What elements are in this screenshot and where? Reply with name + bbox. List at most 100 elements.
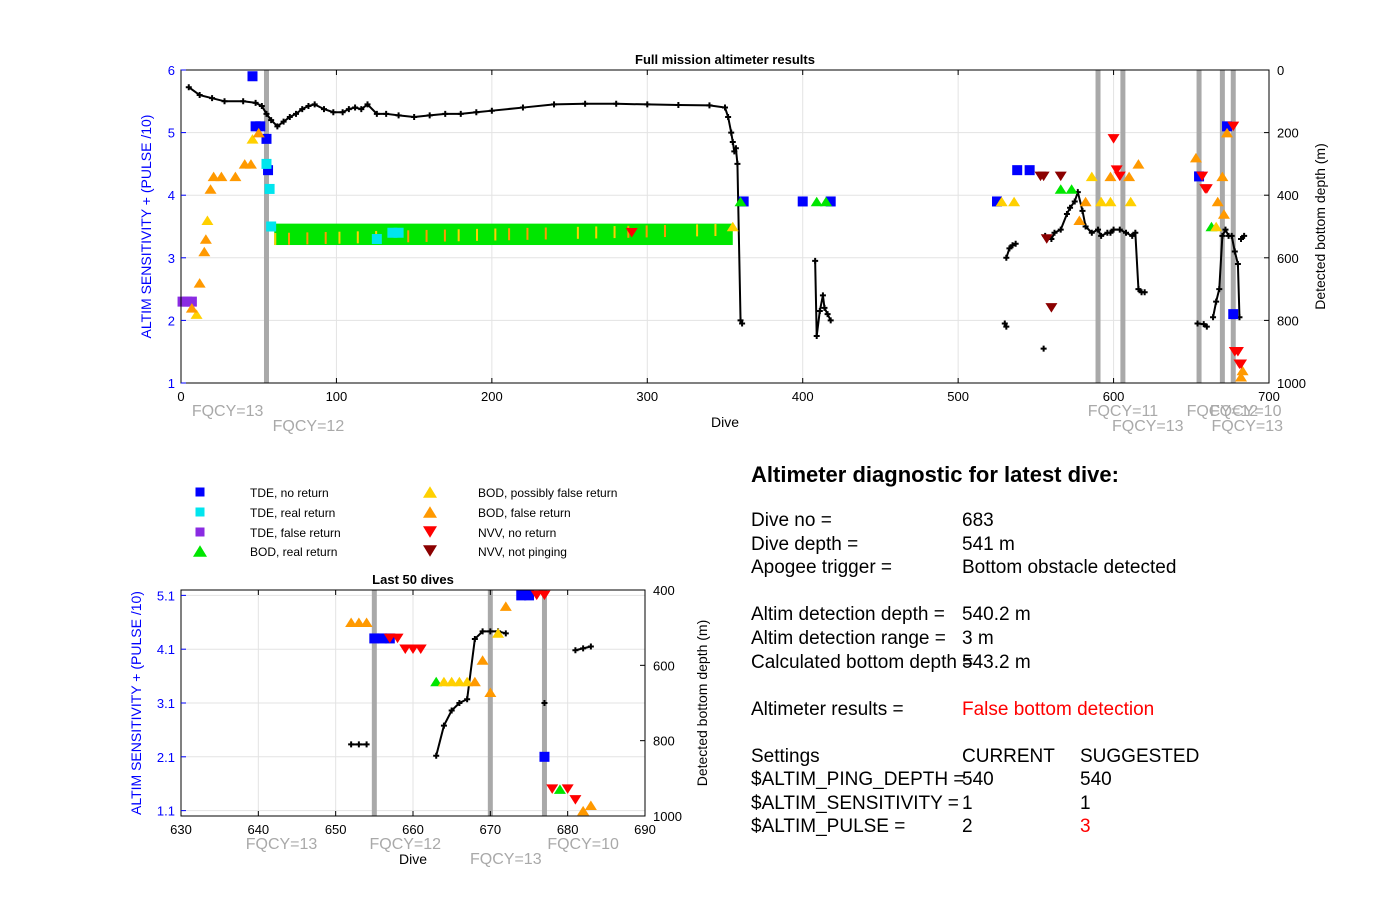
data-point <box>625 228 638 238</box>
run-speckle <box>576 226 579 239</box>
depth-point <box>551 101 558 108</box>
frequency-label: FQCY=12 <box>273 418 345 435</box>
depth-point <box>311 101 318 108</box>
depth-point <box>1132 229 1139 236</box>
depth-line-segment <box>1044 188 1145 294</box>
depth-point <box>221 98 228 105</box>
run-speckle <box>457 229 460 242</box>
depth-point <box>1003 323 1010 330</box>
data-point <box>383 633 396 644</box>
last50-series-nvv-no-return <box>383 590 582 805</box>
mission-series-tde-no-return <box>247 71 1239 320</box>
data-point <box>726 221 739 232</box>
depth-point <box>411 113 418 120</box>
mission-series-nvv-not-pinging <box>1034 171 1067 313</box>
run-speckle <box>544 227 547 240</box>
mission-series-tde-real-return <box>261 158 404 245</box>
legend-label: NVV, no return <box>478 526 556 540</box>
last50-y2label: Detected bottom depth (m) <box>694 620 710 787</box>
run-speckle <box>696 224 699 237</box>
results-value: False bottom detection <box>962 699 1155 720</box>
depth-point <box>433 752 440 759</box>
frequency-label: FQCY=10 <box>547 836 619 853</box>
last50-depth-line <box>348 628 594 759</box>
data-point <box>247 71 258 82</box>
depth-point <box>320 106 327 113</box>
depth-point <box>1238 236 1245 243</box>
data-point <box>1194 171 1205 182</box>
run-speckle <box>645 225 648 238</box>
depth-point <box>274 123 281 130</box>
run-speckle <box>443 229 446 242</box>
depth-point <box>580 645 587 652</box>
depth-point <box>1228 232 1235 239</box>
data-point <box>1012 165 1023 176</box>
depth-point <box>1213 298 1220 305</box>
depth-point <box>1141 289 1148 296</box>
depth-point <box>373 110 380 117</box>
last50-xlabel: Dive <box>399 851 427 867</box>
legend-marker <box>423 545 437 557</box>
depth-point <box>737 317 744 324</box>
depth-line-segment <box>1212 227 1241 318</box>
frequency-label: FQCY=10 <box>1210 403 1282 420</box>
data-point <box>393 227 404 238</box>
x-tick-label: 680 <box>557 822 579 837</box>
results-label: Altimeter results = <box>751 699 904 720</box>
depth-point <box>1110 226 1117 233</box>
run-speckle <box>663 225 666 238</box>
frequency-label: FQCY=12 <box>369 836 441 853</box>
last50-series-bod-possibly-false-return <box>437 628 505 687</box>
mission-chart: 0 100 200 300 400 500 600 700 1 2 3 4 5 6 0 200 400 600 80… <box>138 52 1328 435</box>
depth-point <box>1241 232 1248 239</box>
y-tick-label: 2.1 <box>157 750 175 765</box>
data-point <box>476 655 489 665</box>
data-point <box>1054 171 1067 182</box>
dive-no-label: Dive no = <box>751 510 832 531</box>
depth-point <box>819 292 826 299</box>
depth-point <box>1079 207 1086 214</box>
mission-series-tde-false-return <box>177 296 197 307</box>
calculated-depth-label: Calculated bottom depth = <box>751 652 974 673</box>
legend-label: BOD, false return <box>478 506 571 520</box>
data-point <box>530 590 543 601</box>
data-point <box>995 196 1008 207</box>
last50-title: Last 50 dives <box>372 572 454 587</box>
diagnostic-title: Altimeter diagnostic for latest dive: <box>751 462 1119 487</box>
depth-point <box>345 106 352 113</box>
depth-point <box>1006 245 1013 252</box>
data-point <box>1095 196 1108 207</box>
depth-point <box>824 311 831 318</box>
data-point <box>1104 171 1117 182</box>
data-point <box>569 795 582 805</box>
x-tick-label: 300 <box>636 389 658 404</box>
pulse-label: $ALTIM_PULSE = <box>751 816 906 837</box>
data-point <box>261 158 272 169</box>
data-point <box>825 196 836 207</box>
depth-point <box>1107 229 1114 236</box>
data-point <box>193 278 206 288</box>
data-point <box>499 601 512 611</box>
depth-point <box>729 138 736 145</box>
y-tick-label: 5.1 <box>157 588 175 603</box>
depth-point <box>722 104 728 111</box>
depth-point <box>293 110 300 117</box>
x-tick-label: 660 <box>402 822 424 837</box>
legend-label: BOD, real return <box>250 545 337 559</box>
depth-point <box>479 628 486 635</box>
data-point <box>244 159 257 169</box>
mission-xlabel: Dive <box>711 414 739 430</box>
depth-point <box>1088 229 1095 236</box>
depth-point <box>502 630 509 637</box>
depth-line-segment <box>435 630 507 756</box>
x-tick-label: 630 <box>170 822 192 837</box>
depth-point <box>1051 229 1058 236</box>
data-point <box>399 644 412 654</box>
data-point <box>190 309 203 319</box>
data-point <box>391 633 404 644</box>
data-point <box>1217 209 1230 219</box>
data-point <box>1045 303 1058 313</box>
depth-point <box>299 106 306 113</box>
data-point <box>445 676 458 687</box>
depth-point <box>280 118 287 125</box>
